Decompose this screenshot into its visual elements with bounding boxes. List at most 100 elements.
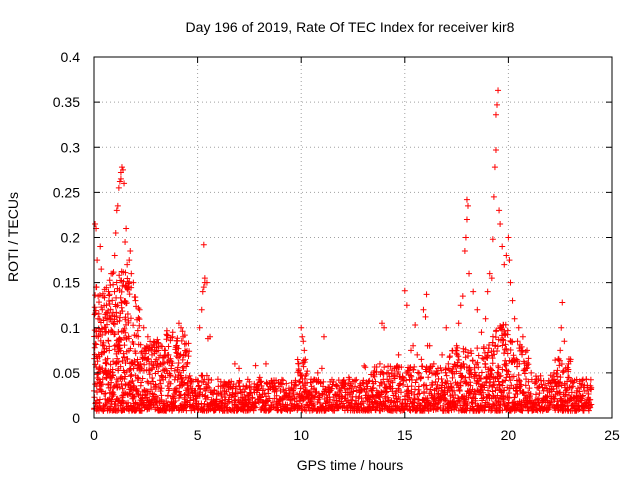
band-point bbox=[121, 325, 128, 332]
data-point bbox=[169, 329, 176, 336]
band-point bbox=[460, 361, 467, 367]
band-point bbox=[168, 365, 175, 372]
data-point bbox=[111, 252, 118, 259]
band-point bbox=[391, 375, 398, 382]
band-point bbox=[479, 355, 486, 362]
data-point bbox=[557, 347, 564, 354]
data-point bbox=[385, 369, 392, 376]
band-point bbox=[241, 388, 248, 395]
band-point bbox=[119, 385, 126, 392]
band-point bbox=[525, 361, 532, 368]
band-point bbox=[205, 376, 212, 383]
data-point bbox=[123, 225, 130, 232]
data-point bbox=[492, 111, 499, 118]
data-point bbox=[105, 288, 112, 295]
band-point bbox=[226, 398, 233, 405]
band-point bbox=[457, 398, 464, 405]
band-point bbox=[165, 387, 172, 394]
band-point bbox=[507, 377, 514, 384]
band-point bbox=[518, 381, 525, 388]
data-point bbox=[524, 347, 531, 354]
band-point bbox=[348, 384, 355, 391]
band-point bbox=[556, 389, 563, 396]
band-point bbox=[432, 378, 439, 385]
band-point bbox=[497, 401, 504, 408]
band-point bbox=[408, 373, 415, 380]
band-point bbox=[208, 376, 215, 383]
band-point bbox=[120, 278, 127, 285]
y-tick-label: 0.15 bbox=[53, 275, 80, 291]
band-point bbox=[380, 371, 387, 378]
band-point bbox=[489, 339, 496, 346]
band-point bbox=[135, 314, 142, 321]
band-point bbox=[110, 358, 117, 365]
data-point bbox=[300, 338, 307, 345]
band-point bbox=[300, 363, 307, 370]
data-point bbox=[117, 175, 124, 182]
y-axis-label: ROTI / TECUs bbox=[5, 192, 21, 282]
band-point bbox=[91, 344, 98, 351]
band-point bbox=[103, 321, 110, 328]
band-point bbox=[164, 393, 171, 400]
band-point bbox=[452, 392, 459, 399]
band-point bbox=[554, 373, 561, 380]
data-point bbox=[463, 216, 470, 223]
band-point bbox=[532, 391, 539, 398]
data-point bbox=[98, 266, 105, 273]
band-point bbox=[137, 341, 144, 348]
band-point bbox=[133, 387, 140, 394]
band-point bbox=[433, 405, 440, 412]
data-point bbox=[536, 383, 543, 390]
data-point bbox=[430, 360, 437, 367]
band-point bbox=[134, 359, 141, 366]
data-point bbox=[364, 383, 371, 390]
data-point bbox=[484, 288, 491, 295]
band-point bbox=[508, 382, 515, 389]
band-point bbox=[154, 339, 161, 346]
data-point bbox=[298, 324, 305, 331]
band-point bbox=[476, 375, 483, 382]
band-point bbox=[252, 399, 259, 406]
band-point bbox=[454, 351, 461, 358]
band-point bbox=[135, 333, 142, 340]
band-point bbox=[98, 380, 105, 387]
data-point bbox=[408, 347, 415, 354]
band-point bbox=[378, 388, 385, 395]
data-point bbox=[188, 378, 195, 385]
band-point bbox=[338, 393, 345, 400]
data-point bbox=[333, 383, 340, 390]
band-point bbox=[115, 358, 122, 365]
data-point bbox=[256, 374, 263, 381]
band-point bbox=[502, 341, 509, 348]
band-point bbox=[280, 377, 287, 384]
band-point bbox=[544, 393, 551, 400]
band-point bbox=[403, 377, 410, 384]
band-point bbox=[513, 356, 520, 363]
band-point bbox=[201, 376, 208, 383]
data-point bbox=[426, 342, 433, 349]
band-point bbox=[95, 310, 102, 317]
band-point bbox=[109, 366, 116, 373]
band-point bbox=[412, 379, 419, 386]
band-point bbox=[298, 392, 305, 399]
data-point bbox=[474, 306, 481, 313]
band-point bbox=[474, 345, 481, 352]
band-point bbox=[466, 370, 473, 377]
band-point bbox=[410, 366, 417, 373]
band-point bbox=[107, 361, 114, 368]
band-point bbox=[157, 388, 164, 395]
band-point bbox=[337, 387, 344, 394]
band-point bbox=[484, 353, 491, 360]
band-point bbox=[283, 380, 290, 387]
band-point bbox=[186, 403, 193, 410]
band-point bbox=[195, 401, 202, 408]
band-point bbox=[473, 361, 480, 368]
band-point bbox=[119, 308, 126, 315]
data-point bbox=[215, 383, 222, 390]
band-point bbox=[113, 313, 120, 320]
data-point bbox=[302, 356, 309, 363]
band-point bbox=[415, 383, 422, 390]
band-point bbox=[124, 310, 131, 317]
data-point bbox=[301, 347, 308, 354]
band-point bbox=[501, 387, 508, 394]
